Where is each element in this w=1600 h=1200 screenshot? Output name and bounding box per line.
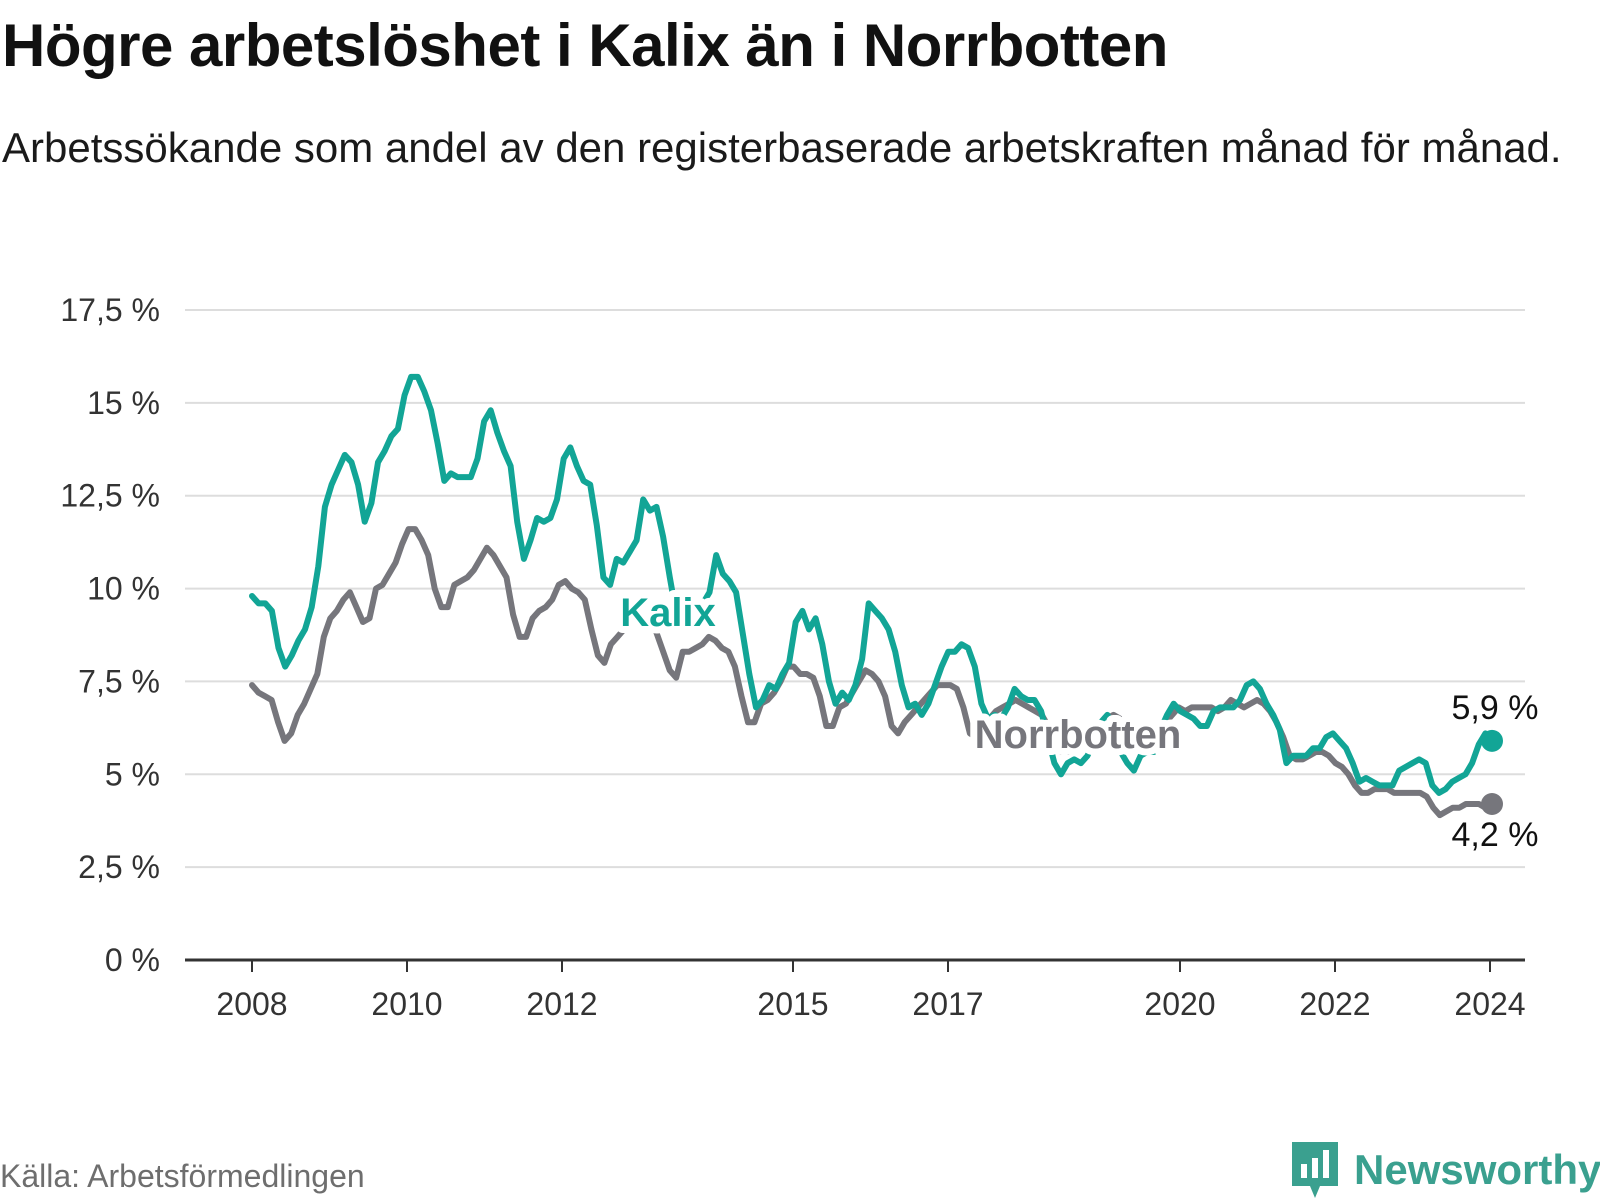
series-line-norrbotten [249, 526, 1495, 819]
brand-name: Newsworthy [1354, 1146, 1600, 1193]
x-tick-label: 2008 [216, 986, 287, 1022]
x-tick-label: 2015 [757, 986, 828, 1022]
brand-logo: Newsworthy [1290, 1140, 1600, 1200]
y-tick-label: 0 % [105, 942, 160, 978]
y-tick-label: 12,5 % [60, 478, 160, 514]
end-value-kalix: 5,9 % [1452, 689, 1539, 727]
end-marker-kalix [1481, 729, 1503, 752]
x-tick-label: 2017 [912, 986, 983, 1022]
series-label-kalix: Kalix [620, 591, 716, 635]
x-tick-label: 2020 [1144, 986, 1215, 1022]
source-note: Källa: Arbetsförmedlingen [0, 1158, 365, 1194]
end-value-norrbotten: 4,2 % [1452, 816, 1539, 854]
y-tick-label: 15 % [87, 385, 160, 421]
line-chart: 0 % 2,5 % 5 % 7,5 % 10 % 12,5 % 15 % 17,5 % 2008… [60, 292, 1539, 1022]
y-tick-label: 10 % [87, 571, 160, 607]
y-tick-label: 5 % [105, 756, 160, 792]
y-tick-label: 7,5 % [78, 663, 160, 699]
series-label-kalix-halo: Kalix [620, 591, 716, 635]
series-label-norrbotten: Norrbotten [975, 713, 1182, 757]
chart-title: Högre arbetslöshet i Kalix än i Norrbott… [2, 12, 1168, 79]
series-label-norrbotten-halo: Norrbotten [975, 713, 1182, 757]
series-line-kalix [249, 373, 1495, 796]
y-tick-label: 2,5 % [78, 849, 160, 885]
chart-subtitle: Arbetssökande som andel av den registerb… [2, 124, 1562, 171]
y-tick-label: 17,5 % [60, 292, 160, 328]
x-tick-label: 2022 [1299, 986, 1370, 1022]
x-tick-label: 2012 [526, 986, 597, 1022]
end-marker-norrbotten [1481, 793, 1503, 815]
x-tick-label: 2010 [371, 986, 442, 1022]
x-tick-label: 2024 [1454, 986, 1525, 1022]
newsworthy-logo-icon [1292, 1142, 1338, 1198]
